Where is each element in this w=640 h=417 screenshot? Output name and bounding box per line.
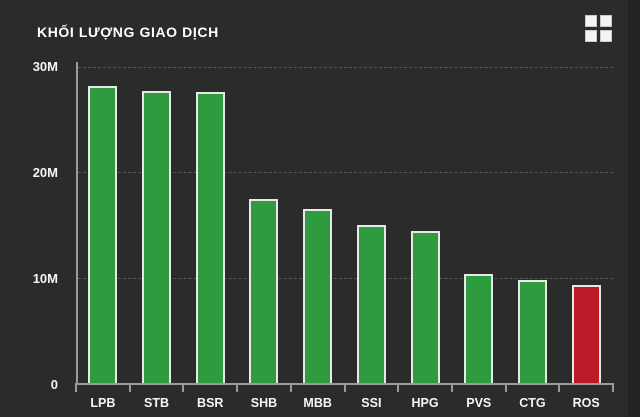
x-axis-tick	[182, 384, 185, 392]
x-axis-tick	[397, 384, 400, 392]
bar-PVS[interactable]	[464, 273, 494, 384]
x-axis-label-CTG: CTG	[519, 396, 546, 410]
y-axis-label: 10M	[32, 270, 58, 286]
x-axis-tick	[289, 384, 292, 392]
x-axis-label-PVS: PVS	[466, 396, 492, 410]
gridline	[78, 278, 613, 280]
x-axis-label-STB: STB	[144, 396, 170, 410]
gridline	[78, 66, 613, 68]
grid-icon-square	[585, 30, 597, 42]
x-axis-tick	[75, 384, 77, 392]
page-title: KHỐI LƯỢNG GIAO DỊCH	[37, 24, 219, 40]
x-axis-label-BSR: BSR	[197, 396, 224, 410]
bar-SHB[interactable]	[249, 198, 279, 384]
gridline	[78, 172, 613, 174]
y-axis-label: 30M	[32, 59, 58, 74]
bar-ROS[interactable]	[571, 284, 601, 384]
x-axis-label-SSI: SSI	[361, 396, 382, 410]
right-edge-strip	[628, 0, 640, 417]
x-axis-tick	[504, 384, 507, 392]
grid-menu-icon[interactable]	[585, 15, 613, 43]
x-axis-label-ROS: ROS	[572, 396, 600, 410]
x-axis-label-HPG: HPG	[411, 396, 439, 410]
bar-MBB[interactable]	[303, 209, 333, 384]
x-axis-label-MBB: MBB	[303, 396, 332, 410]
x-axis-tick	[343, 384, 346, 392]
y-axis-label: 20M	[32, 164, 58, 180]
x-axis-line	[75, 383, 614, 385]
x-axis-label-LPB: LPB	[90, 396, 116, 410]
x-axis-label-SHB: SHB	[250, 396, 278, 410]
y-axis-label: 0	[50, 376, 58, 392]
bar-HPG[interactable]	[410, 230, 440, 384]
x-axis-tick	[236, 384, 239, 392]
bar-STB[interactable]	[142, 90, 172, 384]
bar-BSR[interactable]	[195, 91, 225, 384]
x-axis-tick	[128, 384, 131, 392]
bar-CTG[interactable]	[517, 280, 547, 384]
bar-SSI[interactable]	[356, 225, 386, 384]
bar-LPB[interactable]	[88, 85, 118, 384]
grid-icon-square	[600, 15, 612, 27]
x-axis-tick	[558, 384, 561, 392]
grid-icon-square	[600, 30, 612, 42]
y-axis-line	[76, 62, 78, 384]
x-axis-tick	[612, 384, 614, 392]
x-axis-tick	[450, 384, 453, 392]
grid-icon-square	[585, 15, 597, 27]
